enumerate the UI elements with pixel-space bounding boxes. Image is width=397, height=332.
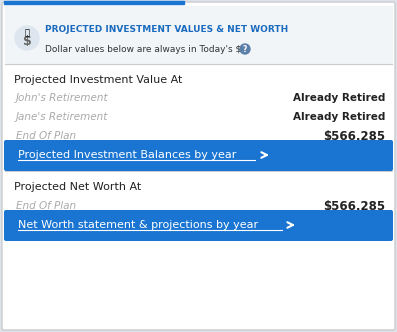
- Text: Projected Net Worth At: Projected Net Worth At: [14, 182, 141, 192]
- Text: End Of Plan: End Of Plan: [16, 201, 76, 211]
- Text: $: $: [23, 35, 31, 47]
- Text: Already Retired: Already Retired: [293, 112, 385, 122]
- Text: 🌿: 🌿: [25, 29, 29, 38]
- FancyBboxPatch shape: [4, 140, 393, 171]
- FancyBboxPatch shape: [2, 2, 395, 330]
- Text: Jane's Retirement: Jane's Retirement: [16, 112, 108, 122]
- Text: End Of Plan: End Of Plan: [16, 131, 76, 141]
- Text: Dollar values below are always in Today's $: Dollar values below are always in Today'…: [45, 44, 241, 53]
- Bar: [4, 1, 184, 4]
- Text: Net Worth statement & projections by year: Net Worth statement & projections by yea…: [18, 220, 258, 230]
- Text: $566,285: $566,285: [323, 129, 385, 142]
- Text: Already Retired: Already Retired: [293, 93, 385, 103]
- Text: John's Retirement: John's Retirement: [16, 93, 109, 103]
- Text: $566,285: $566,285: [323, 200, 385, 212]
- Circle shape: [240, 44, 250, 54]
- Text: Projected Investment Value At: Projected Investment Value At: [14, 75, 182, 85]
- Text: PROJECTED INVESTMENT VALUES & NET WORTH: PROJECTED INVESTMENT VALUES & NET WORTH: [45, 25, 288, 34]
- Text: ?: ?: [243, 44, 247, 53]
- Text: Projected Investment Balances by year: Projected Investment Balances by year: [18, 150, 236, 160]
- Circle shape: [15, 26, 39, 50]
- FancyBboxPatch shape: [4, 210, 393, 241]
- Bar: [5, 6, 392, 64]
